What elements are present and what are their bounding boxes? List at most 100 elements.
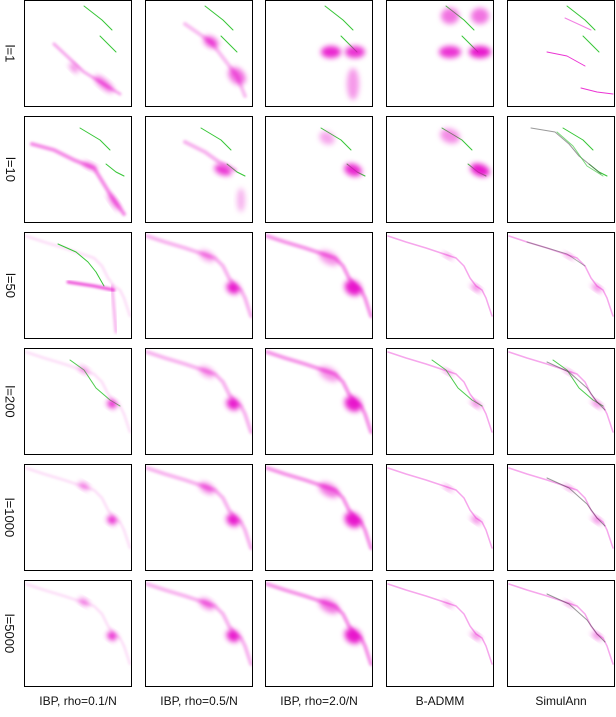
panel-border xyxy=(507,464,615,571)
mass-path xyxy=(265,350,373,434)
mass-blob xyxy=(470,283,482,293)
plot-panel xyxy=(265,348,373,455)
mass-path xyxy=(265,234,373,318)
mass-path xyxy=(145,466,253,550)
mass-path xyxy=(183,22,247,98)
mass-blob xyxy=(237,188,245,212)
plot-panel xyxy=(265,464,373,571)
mass-blob xyxy=(319,366,339,382)
panel-frame xyxy=(507,232,615,339)
panel-frame xyxy=(145,0,253,107)
plot-panel xyxy=(386,580,494,687)
panel-border xyxy=(145,116,253,223)
panel-frame xyxy=(24,348,132,455)
panel-border xyxy=(386,464,494,571)
mass-path xyxy=(387,583,493,665)
mass-path xyxy=(546,361,606,411)
mass-blob xyxy=(78,366,90,374)
mass-blob xyxy=(199,482,215,494)
panel-border xyxy=(265,116,373,223)
mass-blob xyxy=(344,163,362,177)
mass-path xyxy=(387,467,493,549)
mass-blob xyxy=(199,366,215,378)
mass-blob xyxy=(199,598,215,610)
reference-path xyxy=(204,5,234,31)
plot-panel xyxy=(145,0,253,107)
mass-blob xyxy=(470,631,482,641)
panel-border xyxy=(24,0,132,107)
mass-blob xyxy=(226,513,240,527)
mass-blob xyxy=(319,598,339,614)
panel-frame xyxy=(507,580,615,687)
column-label: IBP, rho=0.5/N xyxy=(160,694,238,708)
panel-border xyxy=(145,580,253,687)
plot-panel xyxy=(24,116,132,223)
mass-blob xyxy=(82,161,98,171)
column-label: IBP, rho=0.1/N xyxy=(39,694,117,708)
plot-panel xyxy=(265,580,373,687)
plot-panel xyxy=(24,464,132,571)
mass-path xyxy=(25,351,131,433)
panel-border xyxy=(507,348,615,455)
row-label-text: l=50 xyxy=(2,273,18,298)
panel-border xyxy=(386,232,494,339)
mass-blob xyxy=(591,515,603,525)
mass-blob xyxy=(214,164,232,176)
panel-border xyxy=(24,116,132,223)
mass-blob xyxy=(344,512,362,528)
mass-blob xyxy=(591,631,603,641)
plot-panel xyxy=(386,232,494,339)
mass-blob xyxy=(470,515,482,525)
panel-border xyxy=(145,348,253,455)
panel-border xyxy=(507,580,615,687)
row-label: l=5000 xyxy=(0,580,20,687)
plot-panel xyxy=(265,0,373,107)
mass-blob xyxy=(199,250,215,262)
mass-blob xyxy=(344,396,362,412)
mass-path xyxy=(265,582,373,666)
plot-panel xyxy=(145,348,253,455)
panel-border xyxy=(386,0,494,107)
mass-blob xyxy=(107,193,121,211)
mass-blob xyxy=(344,628,362,644)
panel-frame xyxy=(386,464,494,571)
panel-frame xyxy=(386,348,494,455)
panel-border xyxy=(145,232,253,339)
column-label: B-ADMM xyxy=(415,694,465,708)
plot-panel xyxy=(507,580,615,687)
mass-blob xyxy=(78,598,90,606)
plot-panel xyxy=(265,232,373,339)
mass-blob xyxy=(591,283,603,293)
panel-border xyxy=(507,116,615,223)
panel-frame xyxy=(386,580,494,687)
panel-border xyxy=(24,348,132,455)
plot-panel xyxy=(145,116,253,223)
plot-panel xyxy=(145,232,253,339)
row-label-text: l=1000 xyxy=(2,497,18,538)
reference-path xyxy=(556,131,604,177)
mass-blob xyxy=(344,280,362,296)
mass-blob xyxy=(470,399,482,409)
mass-blob xyxy=(563,252,575,260)
mass-path xyxy=(145,582,253,666)
column-label: SimulAnn xyxy=(535,694,587,708)
plot-panel xyxy=(507,232,615,339)
plot-panel xyxy=(507,116,615,223)
panel-frame xyxy=(507,0,615,107)
panel-frame xyxy=(507,464,615,571)
reference-path xyxy=(582,35,600,53)
panel-frame xyxy=(24,464,132,571)
mass-blob xyxy=(442,484,454,492)
plot-panel xyxy=(24,232,132,339)
reference-path xyxy=(79,127,111,151)
panel-border xyxy=(507,0,615,107)
reference-path xyxy=(562,127,594,151)
panel-border xyxy=(265,232,373,339)
panel-border xyxy=(24,464,132,571)
row-label-text: l=10 xyxy=(2,157,18,182)
plot-panel xyxy=(386,116,494,223)
mass-blob xyxy=(319,482,339,498)
row-label: l=200 xyxy=(0,348,20,455)
panel-border xyxy=(145,464,253,571)
